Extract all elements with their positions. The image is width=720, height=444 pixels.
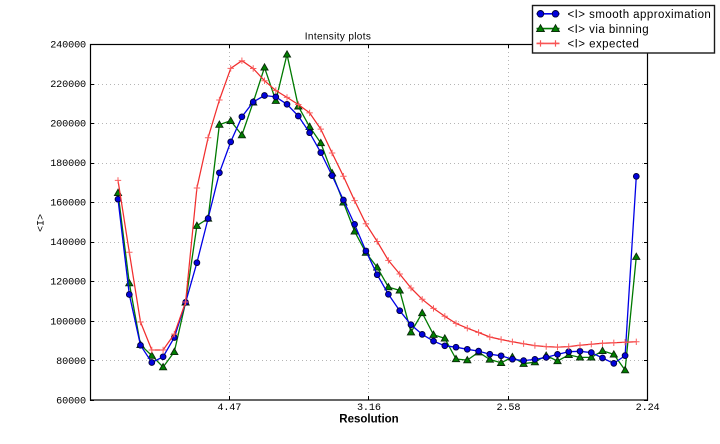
svg-text:Resolution: Resolution [339, 414, 398, 426]
svg-text:160000: 160000 [50, 199, 86, 210]
svg-text:120000: 120000 [50, 278, 86, 289]
svg-text:2.24: 2.24 [636, 403, 660, 414]
svg-text:80000: 80000 [56, 357, 86, 368]
svg-text:Intensity plots: Intensity plots [305, 32, 371, 43]
svg-text:3.16: 3.16 [357, 403, 381, 414]
svg-text:220000: 220000 [50, 80, 86, 91]
svg-text:140000: 140000 [50, 238, 86, 249]
svg-text:200000: 200000 [50, 120, 86, 131]
svg-text:100000: 100000 [50, 317, 86, 328]
svg-text:60000: 60000 [56, 396, 86, 407]
svg-text:2.58: 2.58 [496, 403, 520, 414]
svg-text:240000: 240000 [50, 40, 86, 51]
svg-text:<I> expected: <I> expected [568, 39, 640, 51]
svg-text:180000: 180000 [50, 159, 86, 170]
svg-text:<I> via binning: <I> via binning [568, 24, 650, 36]
svg-text:<I>: <I> [37, 214, 48, 232]
svg-text:4.47: 4.47 [217, 403, 241, 414]
svg-text:<I> smooth approximation: <I> smooth approximation [568, 9, 712, 21]
